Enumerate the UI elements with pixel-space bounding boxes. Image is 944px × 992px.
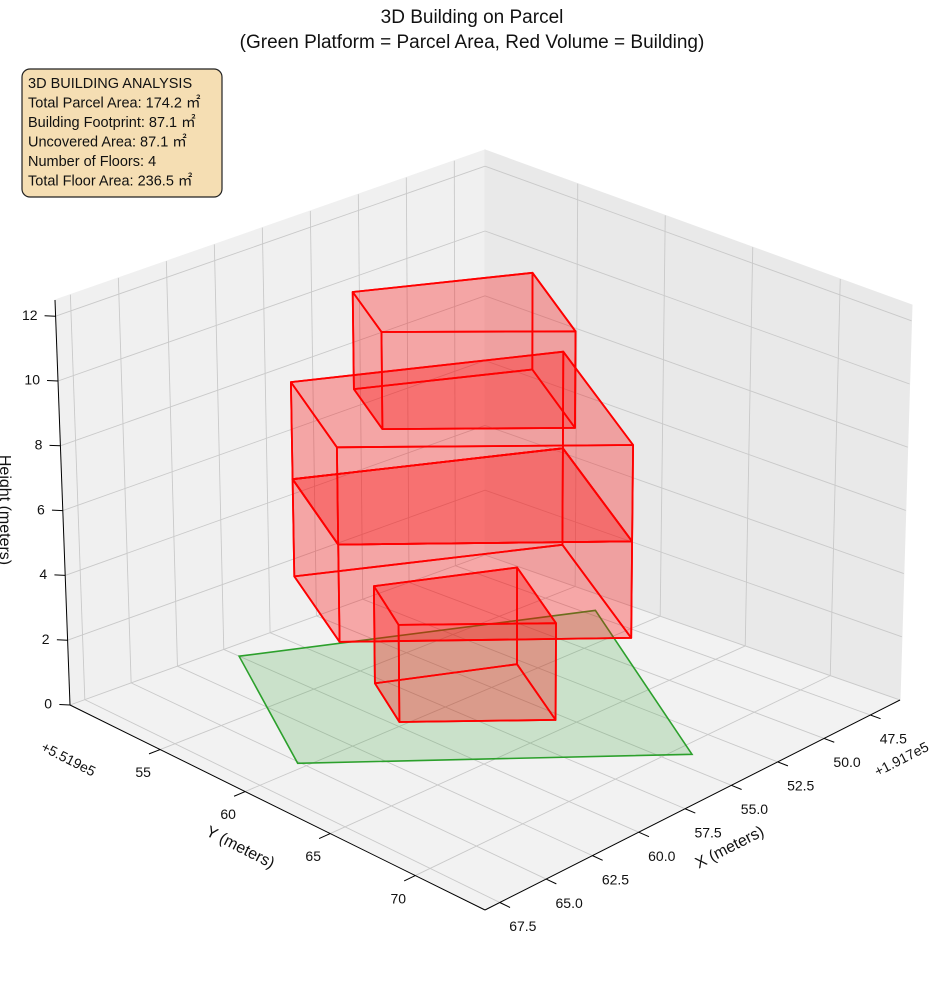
z-grid-line xyxy=(484,360,906,511)
axes-panes xyxy=(54,149,913,911)
x-tick-label: 60.0 xyxy=(648,848,675,864)
z-grid-line xyxy=(484,489,903,638)
z-grid-line xyxy=(55,165,486,317)
labels: 47.550.052.555.057.560.062.565.067.55560… xyxy=(22,307,907,934)
x-grid-line xyxy=(223,649,639,833)
z-grid-line xyxy=(484,554,901,701)
y-tick-label: 65 xyxy=(305,848,321,864)
z-grid-line xyxy=(60,295,486,447)
x-tick xyxy=(684,808,696,814)
y-grid-line xyxy=(415,675,831,876)
info-line: Number of Floors: 4 xyxy=(28,154,156,170)
z-tick xyxy=(59,703,71,706)
z-grid-line xyxy=(484,165,912,322)
y-grid-line xyxy=(159,586,576,750)
x-grid-line xyxy=(316,615,732,786)
y-tick xyxy=(318,833,331,840)
y-grid-line xyxy=(829,278,841,676)
info-box: 3D BUILDING ANALYSIS Total Parcel Area: 1… xyxy=(21,68,223,198)
x-tick-label: 62.5 xyxy=(602,871,629,887)
chart-title: 3D Building on Parcel xyxy=(381,7,564,28)
z-tick-label: 2 xyxy=(42,631,50,647)
x-grid-line xyxy=(165,261,178,667)
y-tick-label: 55 xyxy=(135,764,151,780)
x-tick xyxy=(731,784,742,790)
floor-side xyxy=(337,540,633,643)
x-tick-label: 47.5 xyxy=(880,731,907,747)
marks xyxy=(237,271,694,765)
info-line: Total Parcel Area: 174.2 ㎡ xyxy=(28,94,201,111)
z-tick xyxy=(54,574,66,576)
grid xyxy=(55,160,912,903)
x-tick xyxy=(823,737,835,743)
x-grid-line xyxy=(213,244,225,650)
z-grid-line xyxy=(67,489,486,641)
info-line: Uncovered Area: 87.1 ㎡ xyxy=(28,133,187,150)
z-tick xyxy=(56,639,68,641)
x-grid-line xyxy=(357,194,364,600)
z-grid-line xyxy=(65,424,486,576)
y-offset-text: +5.519e5 xyxy=(39,738,99,779)
z-grid-line xyxy=(57,230,486,382)
z-grid-line xyxy=(484,230,910,385)
x-grid-line xyxy=(69,294,86,700)
x-tick xyxy=(777,761,789,767)
x-tick-label: 57.5 xyxy=(694,824,721,840)
info-line: Building Footprint: 87.1 ㎡ xyxy=(28,114,196,131)
chart-subtitle: (Green Platform = Parcel Area, Red Volum… xyxy=(240,32,705,53)
y-tick-label: 60 xyxy=(220,806,236,822)
x-tick xyxy=(870,714,881,720)
info-line: Total Floor Area: 236.5 ㎡ xyxy=(28,172,193,189)
x-grid-line xyxy=(261,227,271,633)
y-axis-label: Y (meters) xyxy=(203,823,277,872)
x-tick-label: 50.0 xyxy=(833,754,860,770)
z-axis-line xyxy=(54,299,71,706)
floor-side xyxy=(335,444,634,546)
x-grid-line xyxy=(84,699,501,903)
info-box-frame xyxy=(21,68,223,198)
x-tick xyxy=(638,831,650,838)
z-grid-line xyxy=(62,360,486,512)
floor-top xyxy=(351,271,577,333)
y-tick xyxy=(403,875,416,882)
y-grid-line xyxy=(659,215,666,617)
x-tick-label: 52.5 xyxy=(787,778,814,794)
x-grid-line xyxy=(130,682,547,880)
parcel xyxy=(237,609,694,765)
y-tick xyxy=(148,749,161,755)
y-axis-line xyxy=(69,704,486,911)
y-tick-label: 70 xyxy=(390,890,406,906)
z-grid-line xyxy=(484,295,908,448)
z-tick-label: 6 xyxy=(37,501,45,517)
y-tick xyxy=(233,791,246,797)
y-grid-line xyxy=(744,247,754,646)
floor-side xyxy=(380,330,577,431)
x-tick-label: 55.0 xyxy=(741,801,768,817)
x-grid-line xyxy=(117,277,132,683)
axes xyxy=(44,299,901,911)
x-tick xyxy=(545,878,557,885)
x-tick xyxy=(592,855,603,861)
floor-top xyxy=(372,566,557,626)
z-axis-label: Height (meters) xyxy=(0,455,13,565)
x-tick-label: 67.5 xyxy=(509,918,536,934)
z-tick-label: 8 xyxy=(35,437,43,453)
x-axis-line xyxy=(484,699,901,911)
floor-top xyxy=(289,350,634,449)
y-grid-line xyxy=(574,183,579,587)
z-tick-label: 4 xyxy=(39,566,47,582)
z-tick-label: 10 xyxy=(24,372,40,388)
y-grid-line xyxy=(330,645,746,834)
info-line: 3D BUILDING ANALYSIS xyxy=(28,76,192,92)
z-tick-label: 12 xyxy=(22,307,38,323)
x-tick xyxy=(499,902,511,908)
z-tick-label: 0 xyxy=(44,696,52,712)
x-tick-label: 65.0 xyxy=(556,895,583,911)
x-grid-line xyxy=(405,177,410,583)
